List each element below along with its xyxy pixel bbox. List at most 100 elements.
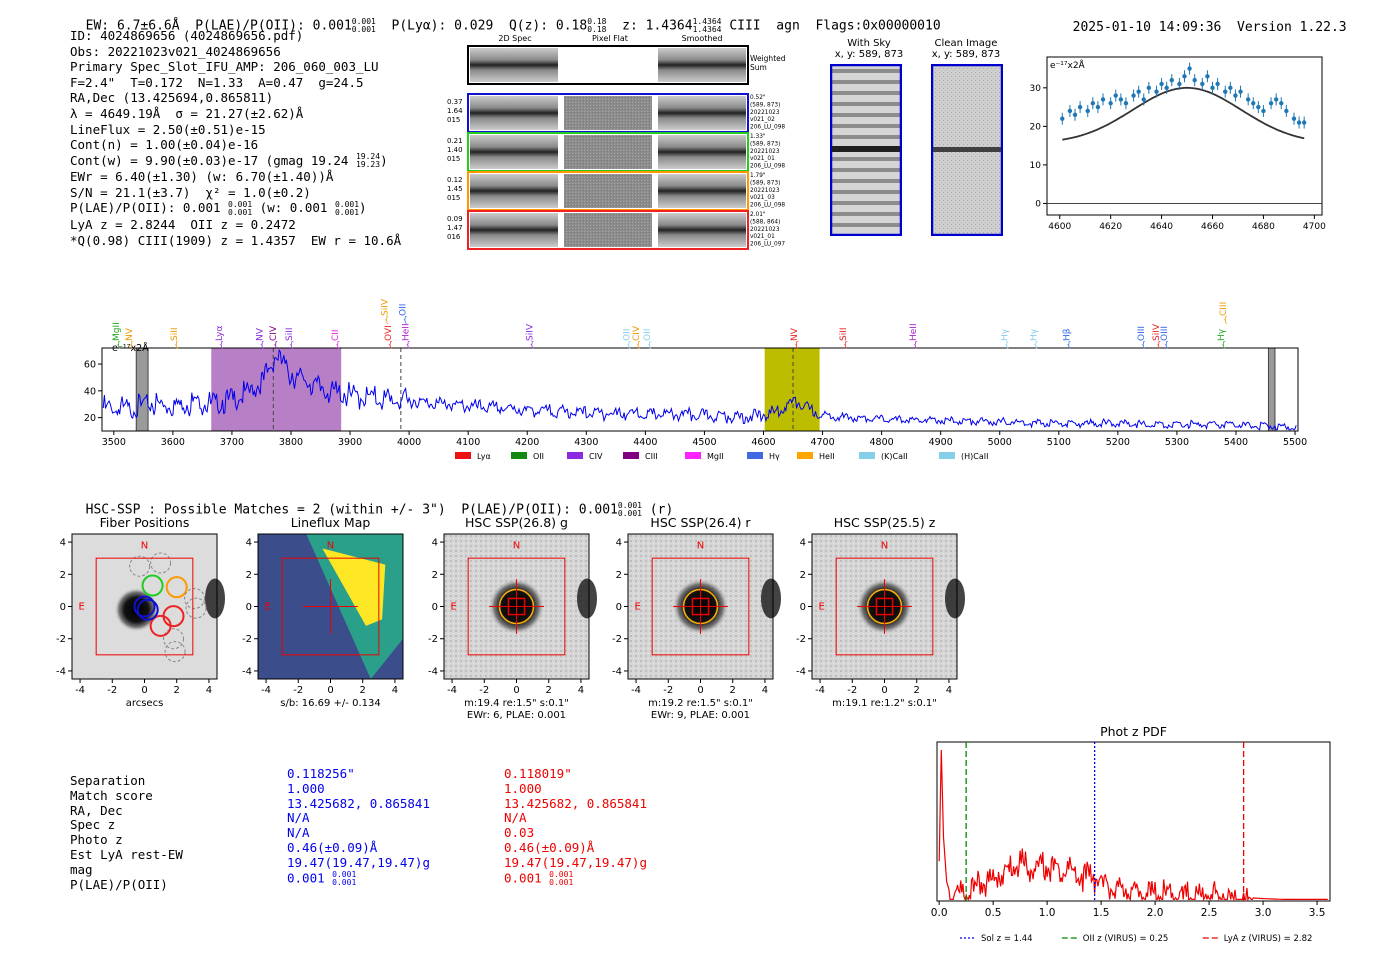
- spec-row-flat-3: [564, 213, 652, 247]
- spec-line-brace-12: {: [530, 340, 535, 349]
- info-contw-hi: 19.24: [355, 152, 381, 162]
- cutout-4-ytick-label-2: 0: [800, 602, 806, 613]
- cutout-1-xtick-label-4: 4: [392, 685, 398, 696]
- spec-row-flat-2: [564, 174, 652, 208]
- info-id: ID: 4024869656 (4024869656.pdf): [70, 28, 304, 43]
- spec-line-label-18: HeII: [909, 323, 919, 341]
- cutout-title-2: HSC SSP(26.8) g: [465, 515, 568, 530]
- info-plae-w-hi: 0.001: [334, 199, 360, 209]
- spec-flux-line: [102, 348, 1297, 431]
- hsc-matches-line: HSC-SSP : Possible Matches = 2 (within +…: [70, 487, 674, 518]
- header-ew: EW: 6.7±6.6Å: [85, 18, 180, 34]
- spec-band-olive: [764, 348, 820, 431]
- zoom-point-24: [1200, 81, 1205, 87]
- legend-label-8: (H)CaII: [961, 452, 988, 461]
- cutout-box-2: [467, 557, 566, 656]
- full-spectrum-chart: 3500 3600 3700 3800 3900 4000 4100 4200 4300 4400…: [84, 298, 1307, 461]
- spec-xtick-label-3: 3800: [279, 437, 303, 448]
- spec-line-label-8: OVI: [384, 325, 394, 341]
- spec-row-3-left-0: 0.09: [447, 215, 463, 223]
- cutout-3-xtick-label-2: 0: [697, 685, 703, 696]
- spec-ytick-label-2: 60: [84, 360, 96, 371]
- cutout-0-xtick-label-0: -4: [75, 685, 85, 696]
- zoom-ytick-label-0: 0: [1035, 199, 1041, 209]
- cutout-3-ytick-label-4: 4: [616, 538, 622, 549]
- spec-xtick-label-17: 5200: [1106, 437, 1130, 448]
- cutout-3-xtick-label-3: 2: [730, 685, 736, 696]
- spec-band-magenta: [211, 348, 342, 431]
- clean-image: [931, 64, 1003, 236]
- col1-plae: 0.001 0.001 0.001: [287, 869, 430, 887]
- cutout-caption2-3: EWr: 9, PLAE: 0.001: [651, 710, 750, 721]
- spec-line-brace-18: {: [913, 340, 918, 349]
- cutout-panel-2: N E -4 -4 -2 -2 0 0 2 2 4 4: [428, 533, 597, 696]
- cutout-box-4: [835, 557, 934, 656]
- weighted-sum-row: Weighted Sum: [467, 45, 786, 85]
- spec-row-1-right-1: (589, 873): [750, 141, 780, 147]
- weighted-label-1: Weighted: [750, 54, 786, 63]
- zoom-point-9: [1113, 93, 1118, 98]
- spec-line-brace-26: {: [1223, 315, 1228, 324]
- cutout-2-ytick-label-2: 0: [432, 602, 438, 613]
- spec-row-2-right-4: 206_LU_098: [750, 203, 785, 209]
- cutout-0-ytick-label-0: -4: [56, 666, 66, 677]
- zoom-point-34: [1256, 104, 1261, 110]
- zoom-point-18: [1164, 85, 1169, 91]
- cutout-1-xtick-label-0: -4: [261, 685, 271, 696]
- spec-line-brace-10: {: [384, 315, 389, 324]
- spec-row-1-right-4: 206_LU_098: [750, 164, 785, 170]
- cutout-0-xtick-label-1: -2: [107, 685, 117, 696]
- spec-xtick-label-19: 5400: [1224, 437, 1248, 448]
- match-table-col1: 0.118256" 1.000 13.425682, 0.865841 N/A …: [287, 766, 430, 887]
- legend-swatch-7: [859, 452, 875, 459]
- cutout-title-3: HSC SSP(26.4) r: [650, 515, 751, 530]
- spec-line-label-2: SiII: [170, 327, 180, 341]
- zoom-xtick-label-3: 4660: [1201, 222, 1224, 232]
- spec-line-brace-4: {: [260, 340, 265, 349]
- spec-line-brace-7: {: [335, 340, 340, 349]
- cutout-3-xtick-label-0: -4: [631, 685, 641, 696]
- zoom-point-42: [1301, 120, 1307, 125]
- spec-line-label-14: CIV: [632, 325, 642, 341]
- legend-label-6: HeII: [819, 452, 835, 461]
- spec-xtick-label-1: 3600: [161, 437, 185, 448]
- zoom-point-33: [1251, 101, 1256, 106]
- legend-label-7: (K)CaII: [881, 452, 908, 461]
- zoom-point-2: [1072, 112, 1078, 118]
- spec-line-brace-16: {: [794, 340, 799, 349]
- cutout-4-ytick-label-3: 2: [800, 570, 806, 581]
- cutout-caption1-1: s/b: 16.69 +/- 0.134: [280, 698, 380, 709]
- hsc-matches-text: HSC-SSP : Possible Matches = 2 (within +…: [85, 502, 618, 518]
- zoom-point-4: [1085, 108, 1090, 114]
- spec-xtick-label-10: 4500: [692, 437, 716, 448]
- spec-line-brace-15: {: [647, 340, 652, 349]
- spec-unit-label: e⁻¹⁷x2Å: [112, 342, 149, 354]
- zoom-point-27: [1215, 81, 1220, 87]
- cutout-4-xtick-label-4: 4: [946, 685, 952, 696]
- spec-row-0-right-3: v021_02: [750, 117, 775, 123]
- cutout-3-ytick-label-3: 2: [616, 570, 622, 581]
- info-plae: P(LAE)/P(OII): 0.001 0.001 0.001 (w: 0.00…: [70, 200, 401, 217]
- spec-line-brace-0: {: [116, 340, 121, 349]
- col2-plae-val: 0.001: [504, 870, 542, 886]
- spec-xtick-label-13: 4800: [870, 437, 894, 448]
- col1-plae-hi: 0.001: [332, 869, 357, 879]
- spec-axes-frame: [101, 347, 1299, 432]
- zoom-xtick-label-5: 4700: [1303, 222, 1326, 232]
- photz-xtick-label-0: 0.0: [931, 907, 948, 919]
- spec-xtick-label-12: 4700: [810, 437, 834, 448]
- header-z: z: 1.4364: [622, 18, 693, 34]
- legend-swatch-4: [685, 452, 701, 459]
- info-plae-close: ): [359, 200, 367, 216]
- header-version: Version 1.22.3: [1237, 20, 1347, 35]
- spec-line-brace-2: {: [174, 340, 179, 349]
- spec-line-brace-9: {: [406, 340, 411, 349]
- header-z-lo: 1.4364: [692, 25, 722, 34]
- table-label-radec: RA, Dec: [70, 802, 123, 818]
- info-contw-text: Cont(w) = 9.90(±0.03)e-17 (gmag 19.24: [70, 152, 349, 168]
- photz-xtick-label-7: 3.5: [1309, 907, 1326, 919]
- spec-xtick-label-6: 4100: [456, 437, 480, 448]
- cutout-1-ytick-label-3: 2: [246, 570, 252, 581]
- spec-gray-bar-left: [135, 347, 149, 432]
- spec-xtick-label-7: 4200: [515, 437, 539, 448]
